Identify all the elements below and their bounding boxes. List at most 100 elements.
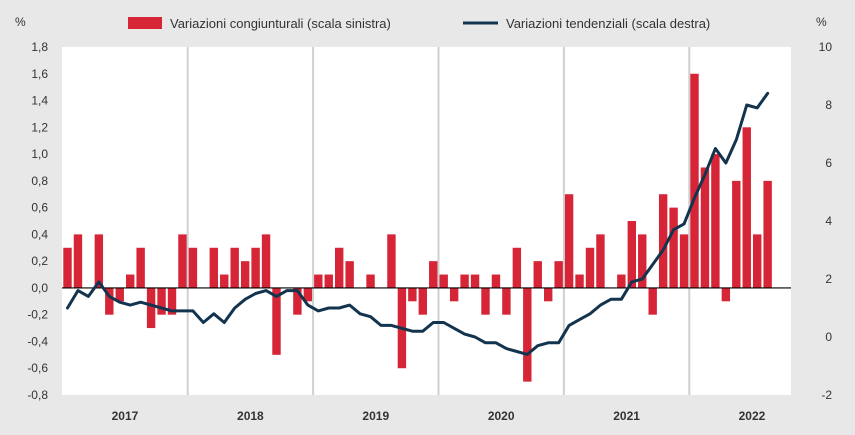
bar [126, 274, 135, 288]
right-tick-label: 2 [825, 272, 832, 286]
left-tick-label: 1,4 [31, 94, 48, 108]
bar [585, 247, 595, 288]
bar [178, 234, 187, 288]
left-tick-label: 0,6 [31, 201, 48, 215]
bar [167, 287, 177, 315]
bar [105, 287, 114, 315]
bar [188, 247, 198, 288]
bar [136, 247, 145, 288]
legend-line-label: Variazioni tendenziali (scala destra) [506, 16, 710, 31]
left-tick-label: -0,4 [27, 334, 48, 348]
bar [335, 247, 344, 288]
bar [314, 274, 323, 288]
left-tick-label: 0,8 [31, 174, 48, 188]
bar [157, 287, 166, 315]
bar [272, 287, 281, 355]
bar [209, 247, 218, 288]
left-tick-label: -0,6 [27, 361, 48, 375]
bar [387, 234, 396, 288]
plot-background [62, 47, 791, 395]
bar [408, 287, 417, 302]
bar [742, 127, 751, 288]
bar [732, 180, 741, 288]
right-tick-label: 4 [825, 214, 832, 228]
bar [544, 287, 553, 302]
bar [418, 287, 427, 315]
legend: Variazioni congiunturali (scala sinistra… [128, 16, 710, 31]
bar [690, 73, 699, 288]
bar [251, 247, 260, 288]
left-tick-label: 0,0 [31, 281, 48, 295]
bar [481, 287, 490, 315]
year-label: 2022 [739, 409, 766, 423]
bar [575, 274, 584, 288]
year-labels: 2017 2018 2019 2020 2021 2022 [112, 409, 766, 423]
right-tick-label: -2 [821, 388, 832, 402]
right-tick-label: 10 [819, 40, 833, 54]
bar [73, 234, 83, 288]
bar [303, 287, 313, 302]
bar [669, 207, 678, 288]
left-tick-label: 1,8 [31, 40, 48, 54]
legend-bar-swatch [128, 17, 162, 29]
bar [512, 247, 522, 288]
bar [293, 287, 302, 315]
bar [460, 274, 469, 288]
right-axis-ticks: -2 0 2 4 6 8 10 [819, 40, 833, 402]
right-axis-unit-label: % [816, 15, 827, 29]
bar [366, 274, 375, 288]
left-tick-label: 0,4 [31, 227, 48, 241]
left-tick-label: 1,6 [31, 67, 48, 81]
bar [324, 274, 333, 288]
bar [596, 234, 605, 288]
bar [63, 247, 72, 288]
bar [240, 261, 250, 288]
year-label: 2020 [488, 409, 515, 423]
bar [533, 261, 542, 288]
bar [523, 287, 532, 382]
bar [429, 261, 438, 288]
bar [753, 234, 762, 288]
year-label: 2018 [237, 409, 264, 423]
bar [554, 261, 563, 288]
bar [564, 194, 574, 288]
bar [115, 287, 124, 302]
bar [470, 274, 480, 288]
bar [617, 274, 626, 288]
year-label: 2019 [362, 409, 389, 423]
bar [763, 180, 772, 288]
bar [230, 247, 239, 288]
bar [491, 274, 501, 288]
left-tick-label: 0,2 [31, 254, 48, 268]
left-tick-label: 1,0 [31, 147, 48, 161]
right-tick-label: 0 [825, 330, 832, 344]
bar [94, 234, 104, 288]
bar [627, 221, 636, 288]
bar [638, 234, 647, 288]
bar-series [63, 73, 772, 382]
bar [711, 154, 720, 288]
bar [146, 287, 156, 329]
bar [449, 287, 459, 302]
bar [658, 194, 668, 288]
right-tick-label: 8 [825, 98, 832, 112]
bar [261, 234, 271, 288]
left-tick-label: -0,8 [27, 388, 48, 402]
bar [502, 287, 511, 315]
left-tick-label: 1,2 [31, 120, 48, 134]
bar [721, 287, 731, 302]
bar [345, 261, 354, 288]
left-axis-ticks: -0,8 -0,6 -0,4 -0,2 0,0 0,2 0,4 0,6 0,8 1,0 1,2 1,4… [27, 40, 48, 402]
year-label: 2017 [112, 409, 139, 423]
right-tick-label: 6 [825, 156, 832, 170]
year-label: 2021 [613, 409, 640, 423]
year-separators [186, 47, 691, 395]
left-axis-unit-label: % [15, 15, 26, 29]
bar [648, 287, 657, 315]
bar [439, 274, 448, 288]
bar [220, 274, 229, 288]
trend-line [66, 91, 770, 356]
legend-bar-label: Variazioni congiunturali (scala sinistra… [170, 16, 391, 31]
